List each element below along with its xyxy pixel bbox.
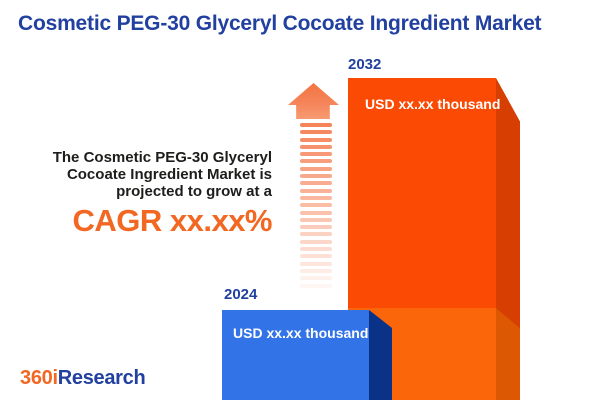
- bar-2032-year-label: 2032: [348, 56, 382, 73]
- bar-2024: [222, 310, 369, 400]
- bar-2032-value-label: USD xx.xx thousand: [365, 96, 501, 112]
- growth-annotation-line1: The Cosmetic PEG-30 Glyceryl: [52, 149, 272, 166]
- growth-arrow-icon: [288, 83, 339, 119]
- bar-2024-side-face: [369, 310, 392, 400]
- logo-suffix: Research: [57, 367, 146, 389]
- bar-2024-value-label: USD xx.xx thousand: [233, 325, 369, 341]
- logo-prefix: 360i: [20, 367, 58, 389]
- growth-annotation: The Cosmetic PEG-30 Glyceryl Cocoate Ing…: [40, 149, 272, 200]
- cagr-value: CAGR xx.xx%: [72, 203, 272, 238]
- growth-annotation-line2: Cocoate Ingredient Market is: [66, 166, 272, 183]
- growth-annotation-line3: projected to grow at a: [116, 183, 272, 200]
- bar-2032-side-lower-section: [496, 308, 520, 400]
- bar-2032-side-face: [496, 78, 520, 400]
- growth-arrow-stripes: [300, 123, 332, 293]
- logo: 360iResearch: [20, 367, 146, 390]
- bar-2024-year-label: 2024: [224, 286, 258, 303]
- page-title: Cosmetic PEG-30 Glyceryl Cocoate Ingredi…: [18, 12, 542, 35]
